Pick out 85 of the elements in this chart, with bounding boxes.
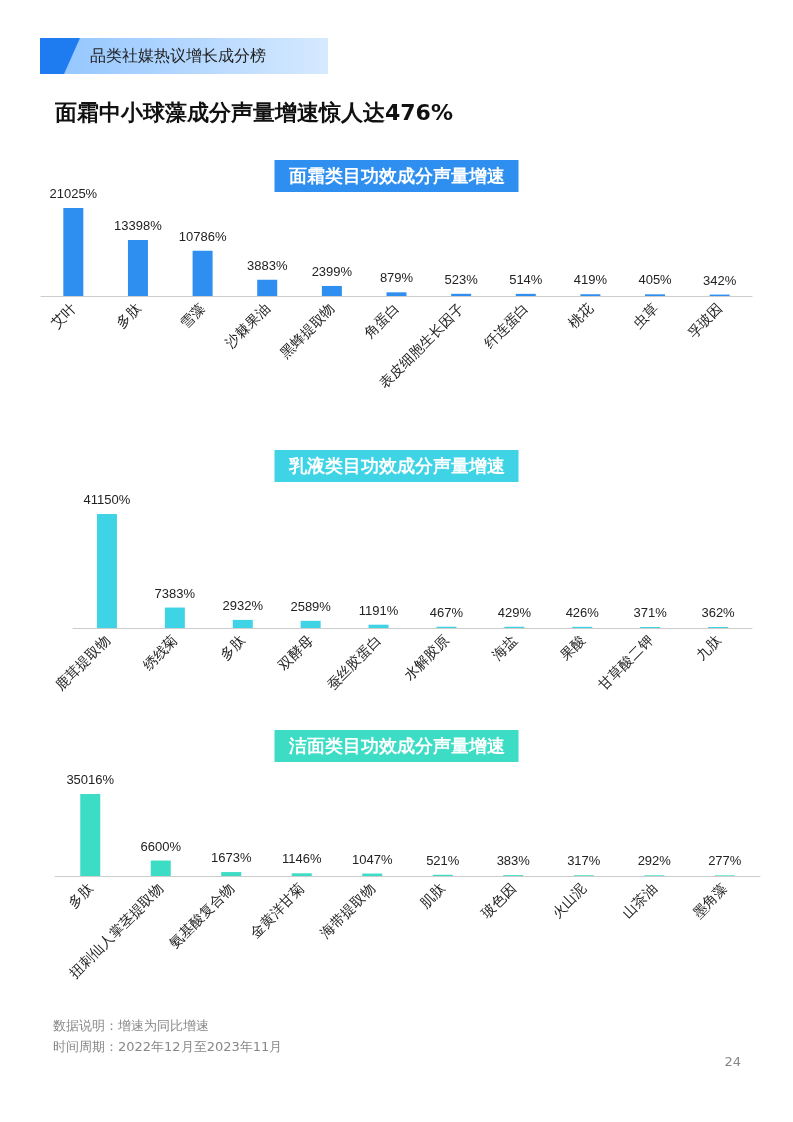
x-tick-label: 多肽: [217, 632, 249, 664]
data-label: 879%: [379, 270, 414, 286]
bar: [63, 208, 84, 296]
data-label: 1673%: [211, 850, 252, 866]
chart-title: 洁面类目功效成分声量增速: [287, 736, 505, 756]
data-label: 521%: [426, 852, 460, 868]
x-tick-label: 九肽: [692, 632, 724, 664]
x-tick-label: 虫草: [629, 300, 661, 332]
bar: [80, 794, 101, 876]
bar: [368, 624, 389, 628]
chart-title: 乳液类目功效成分声量增速: [287, 456, 505, 476]
x-tick-label: 火山泥: [548, 880, 590, 922]
text: 面霜中小球藻成分声量增速惊人达476%: [55, 99, 453, 127]
text: 24: [724, 1054, 741, 1069]
data-label: 2932%: [222, 597, 264, 613]
x-tick-label: 水解胶原: [401, 632, 453, 684]
text: 品类社媒热议增长成分榜: [40, 38, 328, 74]
text: 时间周期：2022年12月至2023年11月: [53, 1038, 283, 1056]
data-label: 383%: [496, 853, 531, 869]
x-tick-label: 海带提取物: [317, 880, 378, 942]
data-label: 371%: [633, 604, 668, 620]
bar: [221, 872, 242, 876]
data-label: 1191%: [358, 602, 399, 618]
x-tick-label: 纤连蛋白: [480, 300, 532, 352]
data-label: 514%: [509, 271, 543, 287]
bar: [321, 285, 342, 296]
data-label: 405%: [638, 272, 673, 288]
bar: [300, 620, 321, 628]
data-label: 317%: [567, 853, 601, 869]
bar: [257, 279, 278, 296]
data-label: 292%: [637, 853, 672, 869]
bar: [232, 619, 253, 628]
bar: [515, 293, 536, 296]
x-tick-label: 鹿茸提取物: [51, 632, 113, 694]
data-label: 10786%: [178, 228, 227, 244]
x-tick-label: 多肽: [112, 300, 144, 332]
data-label: 1146%: [281, 851, 322, 867]
data-label: 2399%: [311, 263, 353, 279]
data-label: 7383%: [154, 585, 196, 601]
x-tick-label: 山茶油: [618, 880, 660, 922]
bar: [451, 293, 472, 296]
x-tick-label: 艾叶: [47, 300, 79, 332]
x-tick-label: 氨基酸复合物: [166, 880, 237, 952]
data-label: 35016%: [66, 772, 115, 787]
x-tick-label: 孚玻因: [684, 300, 726, 342]
data-label: 6600%: [140, 838, 182, 854]
data-label: 426%: [565, 604, 600, 620]
x-tick-label: 绣线菊: [139, 632, 181, 674]
data-label: 41150%: [83, 492, 131, 507]
x-tick-label: 桃花: [564, 300, 597, 332]
data-label: 429%: [497, 604, 532, 620]
data-label: 21025%: [49, 186, 98, 201]
x-tick-label: 玻色因: [477, 880, 519, 922]
data-label: 342%: [703, 272, 737, 288]
data-label: 467%: [429, 604, 464, 620]
chart-title: 面霜类目功效成分声量增速: [287, 166, 505, 186]
bar: [150, 860, 171, 876]
data-label: 1047%: [352, 851, 393, 867]
x-tick-label: 海盐: [488, 632, 521, 664]
bar: [291, 873, 312, 876]
x-tick-label: 肌肽: [417, 880, 449, 912]
x-tick-label: 果酸: [556, 632, 588, 664]
x-tick-label: 雪藻: [177, 300, 209, 332]
x-tick-label: 沙棘果油: [221, 300, 273, 352]
bar: [96, 514, 117, 628]
x-tick-label: 黑蜂提取物: [276, 300, 338, 362]
data-label: 2589%: [290, 598, 332, 614]
data-label: 277%: [708, 853, 742, 869]
data-label: 419%: [573, 272, 608, 288]
bar: [192, 250, 213, 296]
x-tick-label: 角蛋白: [361, 300, 403, 342]
data-label: 13398%: [114, 217, 163, 233]
bar: [164, 607, 185, 628]
data-label: 523%: [444, 271, 479, 287]
x-tick-label: 双酵母: [275, 632, 317, 674]
bar: [386, 292, 407, 296]
x-tick-label: 蚕丝胶蛋白: [323, 632, 385, 694]
text: 数据说明：增速为同比增速: [53, 1017, 209, 1035]
data-label: 3883%: [246, 257, 288, 273]
x-tick-label: 墨角藻: [689, 880, 731, 922]
bar: [127, 239, 148, 296]
x-tick-label: 甘草酸二钾: [595, 632, 656, 694]
data-label: 362%: [701, 605, 736, 620]
x-tick-label: 金黄洋甘菊: [246, 880, 308, 942]
x-tick-label: 多肽: [64, 880, 96, 912]
